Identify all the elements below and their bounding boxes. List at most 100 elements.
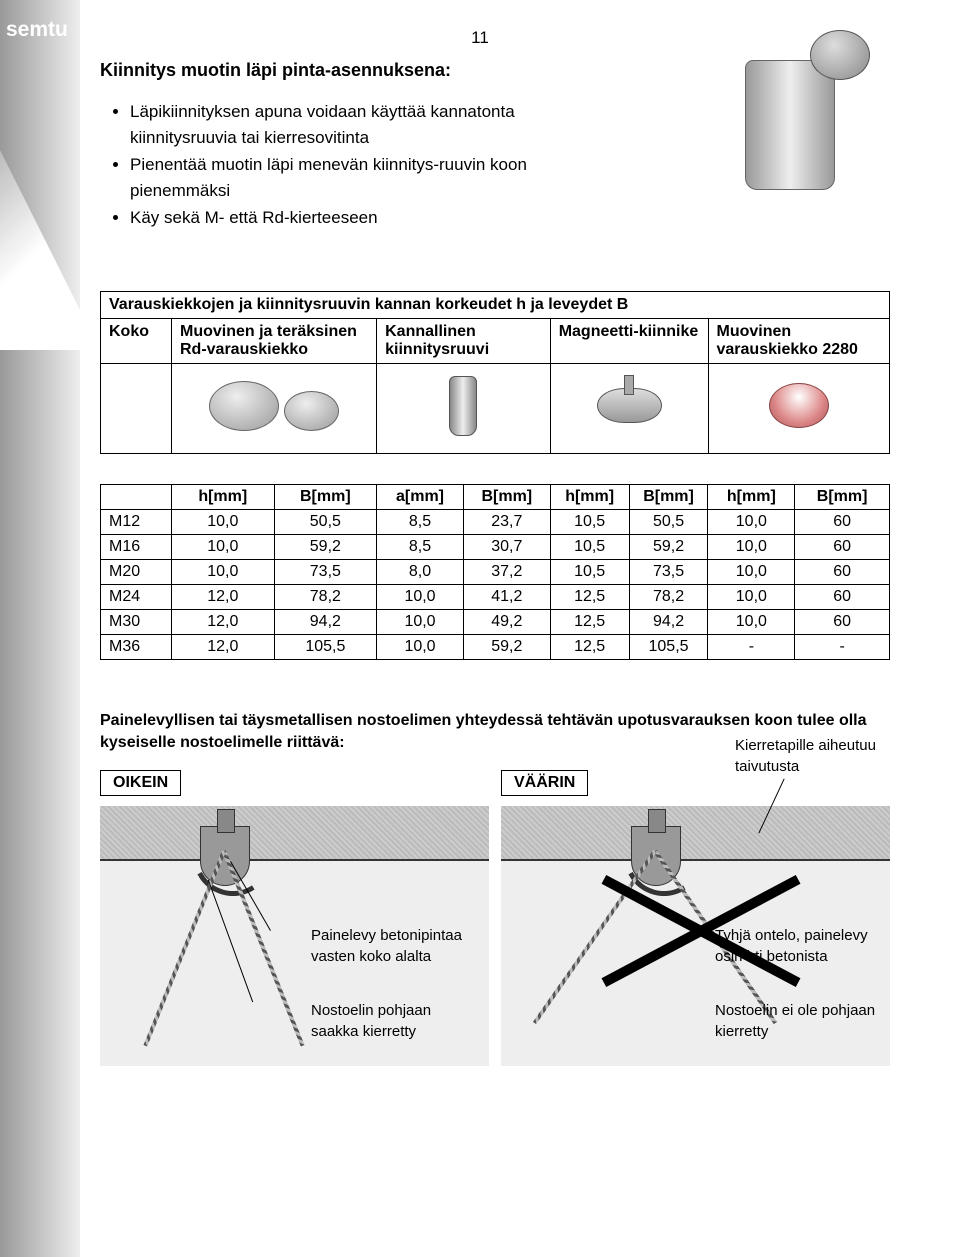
table-cell: 50,5 bbox=[629, 509, 708, 534]
table2-h7: h[mm] bbox=[708, 484, 795, 509]
table-cell: 41,2 bbox=[463, 584, 550, 609]
table1-imgcell bbox=[708, 363, 890, 453]
table-row: M2010,073,58,037,210,573,510,060 bbox=[101, 559, 890, 584]
table-cell: - bbox=[795, 634, 890, 659]
table1-caption: Varauskiekkojen ja kiinnitysruuvin kanna… bbox=[101, 291, 890, 318]
table-cell: 59,2 bbox=[274, 534, 377, 559]
table2-h5: h[mm] bbox=[550, 484, 629, 509]
table1-col0: Koko bbox=[101, 318, 172, 363]
logo-band bbox=[0, 0, 80, 1257]
table-cell: 23,7 bbox=[463, 509, 550, 534]
note-wrong-2: Tyhjä ontelo, painelevy osin irti betoni… bbox=[715, 926, 890, 967]
table-cell: 59,2 bbox=[463, 634, 550, 659]
table-cell: 10,0 bbox=[172, 509, 275, 534]
table2-h3: a[mm] bbox=[377, 484, 464, 509]
table-cell: 78,2 bbox=[629, 584, 708, 609]
concrete-surface bbox=[100, 806, 489, 861]
table-cell: M24 bbox=[101, 584, 172, 609]
table1-imgcell bbox=[172, 363, 377, 453]
table-cell: 10,0 bbox=[708, 609, 795, 634]
magnet-icon bbox=[597, 388, 662, 423]
table-cell: M20 bbox=[101, 559, 172, 584]
table1-imgcell bbox=[377, 363, 551, 453]
table-cell: 94,2 bbox=[629, 609, 708, 634]
figure-row: OIKEIN Painelevy betonipintaa vasten kok… bbox=[100, 770, 890, 1066]
table-cell: 8,5 bbox=[377, 534, 464, 559]
table-cell: 49,2 bbox=[463, 609, 550, 634]
table-cell: 10,0 bbox=[708, 584, 795, 609]
table-cell: 12,5 bbox=[550, 634, 629, 659]
leader-line bbox=[208, 880, 253, 1003]
table2-h0 bbox=[101, 484, 172, 509]
bullet-item: Käy sekä M- että Rd-kierteeseen bbox=[130, 205, 620, 231]
table1-col4: Muovinen varauskiekko 2280 bbox=[708, 318, 890, 363]
table2-h4: B[mm] bbox=[463, 484, 550, 509]
table-row: M1610,059,28,530,710,559,210,060 bbox=[101, 534, 890, 559]
table-cell: 10,0 bbox=[377, 634, 464, 659]
table2: h[mm] B[mm] a[mm] B[mm] h[mm] B[mm] h[mm… bbox=[100, 484, 890, 660]
table2-h8: B[mm] bbox=[795, 484, 890, 509]
bolt-icon bbox=[745, 60, 835, 190]
table1-imgcell bbox=[550, 363, 708, 453]
disk-icon bbox=[209, 381, 279, 431]
logo-text: semtu bbox=[6, 18, 68, 42]
figure-wrong: VÄÄRIN Kierretapille aiheutuu taivutusta… bbox=[501, 770, 890, 1066]
table-cell: 12,0 bbox=[172, 584, 275, 609]
table-cell: 94,2 bbox=[274, 609, 377, 634]
table-cell: M30 bbox=[101, 609, 172, 634]
table-cell: 10,0 bbox=[172, 559, 275, 584]
table1: Varauskiekkojen ja kiinnitysruuvin kanna… bbox=[100, 291, 890, 454]
table-row: M1210,050,58,523,710,550,510,060 bbox=[101, 509, 890, 534]
bullet-item: Pienentää muotin läpi menevän kiinnitys-… bbox=[130, 152, 620, 203]
table-cell: 10,5 bbox=[550, 534, 629, 559]
label-correct: OIKEIN bbox=[100, 770, 181, 796]
table-cell: 10,0 bbox=[377, 584, 464, 609]
table-cell: 10,5 bbox=[550, 559, 629, 584]
table-cell: M12 bbox=[101, 509, 172, 534]
table-cell: 10,0 bbox=[708, 534, 795, 559]
note-correct-1: Painelevy betonipintaa vasten koko alalt… bbox=[311, 926, 481, 967]
table-cell: 30,7 bbox=[463, 534, 550, 559]
bullet-item: Läpikiinnityksen apuna voidaan käyttää k… bbox=[130, 99, 620, 150]
figure-correct: OIKEIN Painelevy betonipintaa vasten kok… bbox=[100, 770, 489, 1066]
table-cell: 10,0 bbox=[708, 509, 795, 534]
rope-icon bbox=[222, 851, 304, 1047]
disk-icon bbox=[284, 391, 339, 431]
table2-h2: B[mm] bbox=[274, 484, 377, 509]
table-cell: 50,5 bbox=[274, 509, 377, 534]
table-cell: 10,0 bbox=[172, 534, 275, 559]
table-cell: 73,5 bbox=[274, 559, 377, 584]
table-cell: 60 bbox=[795, 584, 890, 609]
table-cell: 12,5 bbox=[550, 584, 629, 609]
table-row: M3612,0105,510,059,212,5105,5-- bbox=[101, 634, 890, 659]
table2-h6: B[mm] bbox=[629, 484, 708, 509]
bullet-list: Läpikiinnityksen apuna voidaan käyttää k… bbox=[100, 99, 620, 231]
table-cell: 60 bbox=[795, 609, 890, 634]
table-cell: 12,5 bbox=[550, 609, 629, 634]
table-cell: M16 bbox=[101, 534, 172, 559]
table-row: M3012,094,210,049,212,594,210,060 bbox=[101, 609, 890, 634]
note-wrong-3: Nostoelin ei ole pohjaan kierretty bbox=[715, 1001, 890, 1042]
table-cell: 78,2 bbox=[274, 584, 377, 609]
figure-wrong-box: Tyhjä ontelo, painelevy osin irti betoni… bbox=[501, 806, 890, 1066]
section2: Painelevyllisen tai täysmetallisen nosto… bbox=[100, 710, 890, 1067]
table-cell: 10,5 bbox=[550, 509, 629, 534]
hardware-illustration bbox=[700, 60, 880, 240]
rope-icon bbox=[143, 851, 225, 1047]
note-correct-2: Nostoelin pohjaan saakka kierretty bbox=[311, 1001, 481, 1042]
label-wrong: VÄÄRIN bbox=[501, 770, 588, 796]
table-cell: 10,0 bbox=[708, 559, 795, 584]
figure-correct-box: Painelevy betonipintaa vasten koko alalt… bbox=[100, 806, 489, 1066]
table-cell: 105,5 bbox=[629, 634, 708, 659]
table-cell: 60 bbox=[795, 559, 890, 584]
table-cell: 60 bbox=[795, 509, 890, 534]
table1-wrapper: Varauskiekkojen ja kiinnitysruuvin kanna… bbox=[100, 291, 890, 660]
screw-icon bbox=[449, 376, 477, 436]
table1-col1: Muovinen ja teräksinen Rd-varauskiekko bbox=[172, 318, 377, 363]
table-row: M2412,078,210,041,212,578,210,060 bbox=[101, 584, 890, 609]
table-cell: 60 bbox=[795, 534, 890, 559]
page-number: 11 bbox=[471, 28, 489, 48]
table-cell: M36 bbox=[101, 634, 172, 659]
table-cell: 37,2 bbox=[463, 559, 550, 584]
table-cell: - bbox=[708, 634, 795, 659]
